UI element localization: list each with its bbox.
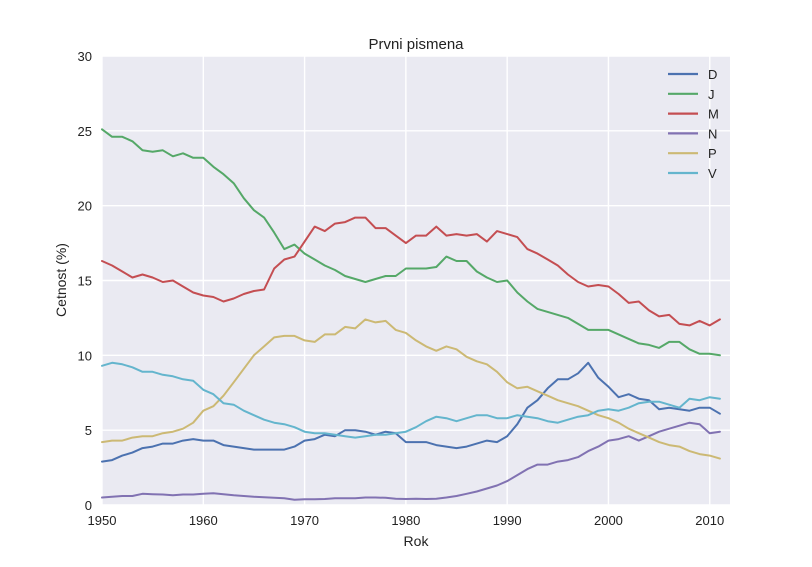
legend-label-M: M (708, 107, 719, 122)
y-tick-label: 15 (78, 274, 92, 289)
y-tick-label: 0 (85, 498, 92, 513)
series-lines (101, 128, 721, 501)
x-axis-label: Rok (404, 533, 430, 549)
y-tick-label: 10 (78, 348, 92, 363)
tick-labels: 1950 1960 1970 1980 1990 2000 2010 0 5 10 15 20 25 30 (78, 49, 725, 528)
legend-label-J: J (708, 87, 715, 102)
grid-lines (101, 55, 730, 506)
legend-label-N: N (708, 126, 717, 141)
y-tick-label: 25 (78, 124, 92, 139)
x-tick-label: 2010 (695, 513, 724, 528)
x-tick-label: 1960 (189, 513, 218, 528)
legend-label-D: D (708, 67, 717, 82)
series-line-P (101, 318, 721, 460)
chart-title: Prvni pismena (368, 36, 464, 53)
y-tick-label: 30 (78, 49, 92, 64)
series-line-J (101, 128, 721, 357)
series-line-V (101, 361, 721, 439)
x-tick-label: 1970 (290, 513, 319, 528)
x-tick-label: 1990 (493, 513, 522, 528)
y-tick-label: 5 (85, 423, 92, 438)
y-axis-label: Cetnost (%) (53, 243, 69, 317)
x-tick-label: 1980 (391, 513, 420, 528)
x-tick-label: 1950 (88, 513, 117, 528)
legend-label-V: V (708, 166, 717, 181)
y-tick-label: 20 (78, 199, 92, 214)
x-tick-label: 2000 (594, 513, 623, 528)
legend-label-P: P (708, 146, 717, 161)
series-line-M (101, 216, 721, 327)
series-line-N (101, 421, 721, 501)
series-line-D (101, 361, 721, 463)
